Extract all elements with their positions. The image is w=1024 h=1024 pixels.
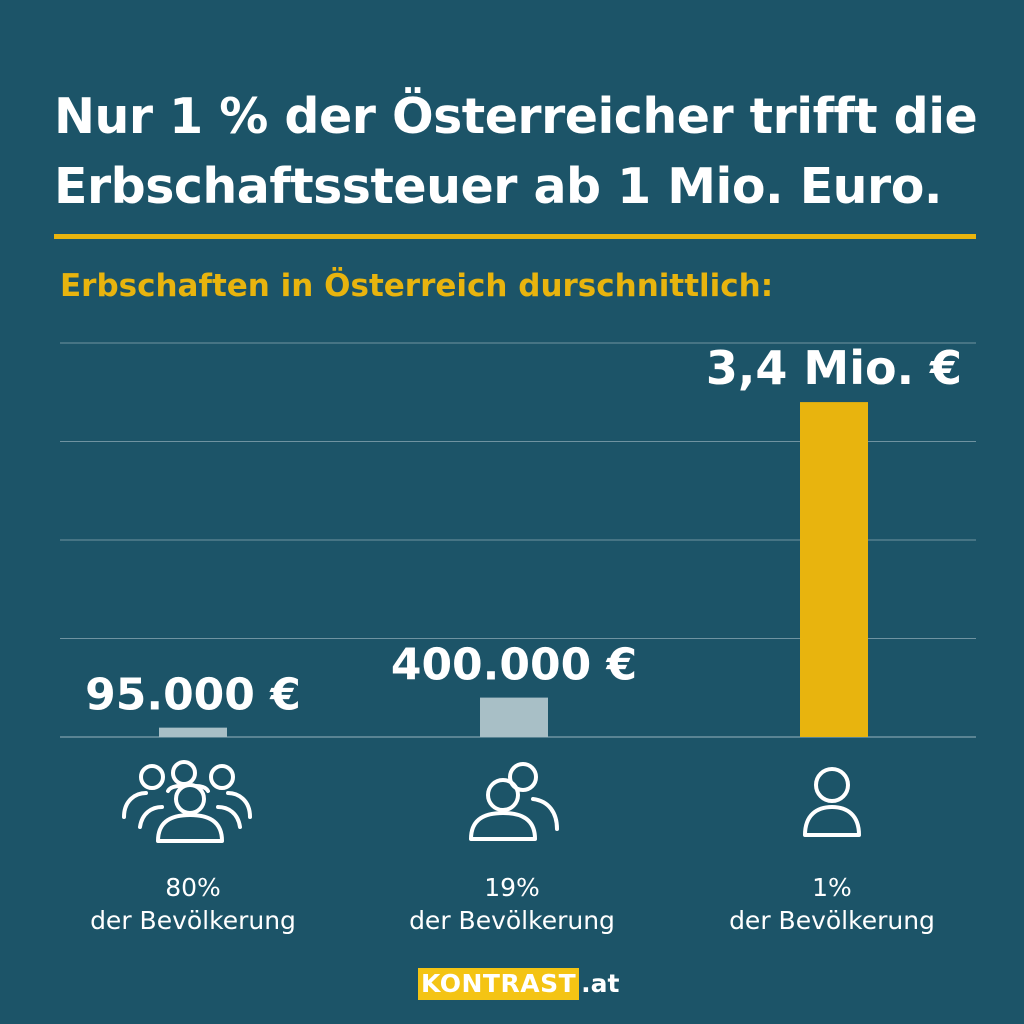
group-19-percent: 19% der Bevölkerung	[372, 755, 652, 937]
chart-subtitle: Erbschaften in Österreich durschnittlich…	[60, 268, 774, 304]
bar-value-label-1: 95.000 €	[85, 670, 301, 721]
brand-tld: .at	[581, 969, 620, 998]
group-label: 19% der Bevölkerung	[409, 873, 615, 935]
group-1-percent: 1% der Bevölkerung	[692, 755, 972, 937]
bar-value-label-3: 3,4 Mio. €	[706, 341, 962, 395]
population-groups: 80% der Bevölkerung 19% der Bevölkerung	[0, 755, 1024, 935]
group-label: 1% der Bevölkerung	[729, 873, 935, 935]
bar-2	[480, 697, 548, 737]
kontrast-logo: KONTRAST .at	[418, 968, 619, 1000]
page-title: Nur 1 % der Österreicher trifft die Erbs…	[54, 82, 994, 222]
brand-name: KONTRAST	[418, 968, 580, 1000]
group-label: 80% der Bevölkerung	[90, 873, 296, 935]
crowd-icon	[122, 760, 252, 843]
title-line-2: Erbschaftssteuer ab 1 Mio. Euro.	[54, 158, 943, 215]
two-people-icon	[469, 762, 559, 841]
bar-3	[800, 402, 868, 737]
title-divider	[54, 234, 976, 239]
group-80-percent: 80% der Bevölkerung	[53, 755, 333, 937]
person-icon	[803, 767, 861, 837]
bar-1	[159, 727, 227, 737]
bar-value-label-2: 400.000 €	[391, 640, 637, 691]
title-line-1: Nur 1 % der Österreicher trifft die	[54, 88, 978, 145]
